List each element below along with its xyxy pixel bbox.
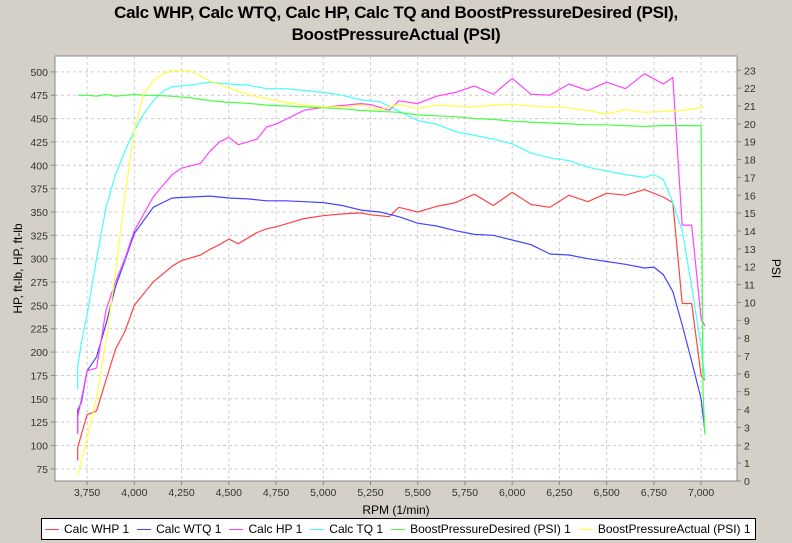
y2-tick-label: 18 bbox=[744, 155, 756, 167]
y2-tick-label: 6 bbox=[744, 369, 750, 381]
legend-label: BoostPressureDesired (PSI) 1 bbox=[410, 522, 571, 536]
x-tick-label: 6,250 bbox=[546, 487, 572, 499]
y2-tick-label: 12 bbox=[744, 262, 756, 274]
legend-item: Calc HP 1 bbox=[229, 522, 302, 536]
chart-title-line-1: Calc WHP, Calc WTQ, Calc HP, Calc TQ and… bbox=[114, 3, 678, 22]
y-tick-label: 250 bbox=[30, 300, 48, 312]
series-line-calc-wtq-1 bbox=[77, 195, 706, 432]
grid-lines bbox=[55, 56, 737, 481]
x-tick-label: 4,500 bbox=[216, 487, 242, 499]
y2-tick-label: 21 bbox=[744, 101, 756, 113]
legend-item: Calc TQ 1 bbox=[310, 522, 383, 536]
y2-tick-label: 10 bbox=[744, 297, 756, 309]
y2-tick-label: 23 bbox=[744, 65, 756, 77]
y-tick-label: 75 bbox=[36, 464, 48, 476]
y-axis-label-left: HP, ft-lb, HP, ft-lb bbox=[11, 223, 25, 314]
y-tick-label: 475 bbox=[30, 90, 48, 102]
y-tick-label: 500 bbox=[30, 67, 48, 79]
chart-title: Calc WHP, Calc WTQ, Calc HP, Calc TQ and… bbox=[0, 2, 792, 46]
y-tick-label: 100 bbox=[30, 441, 48, 453]
y2-tick-label: 7 bbox=[744, 351, 750, 363]
legend-swatch bbox=[45, 528, 59, 530]
legend-label: Calc TQ 1 bbox=[329, 522, 384, 536]
x-tick-label: 6,000 bbox=[499, 487, 525, 499]
y2-tick-label: 9 bbox=[744, 315, 750, 327]
x-tick-label: 4,750 bbox=[263, 487, 289, 499]
y2-tick-label: 14 bbox=[744, 226, 756, 238]
x-tick-label: 3,750 bbox=[74, 487, 100, 499]
series-line-calc-tq-1 bbox=[77, 81, 706, 390]
series-lines bbox=[77, 69, 706, 476]
y2-tick-label: 2 bbox=[744, 440, 750, 452]
y-tick-label: 350 bbox=[30, 207, 48, 219]
y2-tick-label: 8 bbox=[744, 333, 750, 345]
legend: Calc WHP 1 Calc WTQ 1 Calc HP 1 Calc TQ 1 Bo… bbox=[41, 518, 756, 540]
x-tick-label: 5,250 bbox=[357, 487, 383, 499]
legend-item: Calc WHP 1 bbox=[45, 522, 129, 536]
y2-tick-label: 3 bbox=[744, 422, 750, 434]
y2-tick-label: 11 bbox=[744, 280, 755, 292]
x-axis-label: RPM (1/min) bbox=[362, 503, 429, 517]
y-axis-label-right: PSI bbox=[769, 259, 783, 278]
legend-swatch bbox=[391, 528, 406, 530]
y-tick-label: 400 bbox=[30, 160, 48, 172]
legend-item: BoostPressureActual (PSI) 1 bbox=[578, 522, 751, 536]
y2-tick-label: 19 bbox=[744, 137, 756, 149]
series-line-boostpressuredesired-psi-1 bbox=[77, 93, 706, 435]
y2-tick-label: 1 bbox=[744, 458, 750, 470]
legend-swatch bbox=[137, 528, 152, 530]
y-tick-label: 225 bbox=[30, 324, 48, 336]
y-tick-label: 300 bbox=[30, 254, 48, 266]
legend-swatch bbox=[310, 528, 325, 530]
y-tick-label: 125 bbox=[30, 417, 48, 429]
legend-label: Calc HP 1 bbox=[248, 522, 303, 536]
axes: 3,750 4,000 4,250 4,500 4,750 5,000 5,250 5,500… bbox=[30, 56, 756, 499]
y2-tick-label: 16 bbox=[744, 190, 756, 202]
plot-area bbox=[54, 55, 738, 482]
y2-tick-label: 0 bbox=[744, 476, 750, 488]
legend-swatch bbox=[578, 528, 593, 530]
legend-label: Calc WTQ 1 bbox=[156, 522, 222, 536]
y2-tick-label: 13 bbox=[744, 244, 756, 256]
legend-swatch bbox=[229, 528, 244, 530]
chart-title-line-2: BoostPressureActual (PSI) bbox=[291, 25, 501, 44]
series-line-calc-hp-1 bbox=[77, 73, 706, 435]
legend-item: BoostPressureDesired (PSI) 1 bbox=[391, 522, 571, 536]
x-tick-label: 5,750 bbox=[452, 487, 478, 499]
x-tick-label: 5,500 bbox=[405, 487, 431, 499]
y-tick-label: 425 bbox=[30, 137, 48, 149]
y2-tick-label: 4 bbox=[744, 405, 750, 417]
y2-tick-label: 20 bbox=[744, 119, 756, 131]
y-tick-label: 175 bbox=[30, 370, 48, 382]
y-tick-label: 450 bbox=[30, 114, 48, 126]
legend-label: BoostPressureActual (PSI) 1 bbox=[597, 522, 751, 536]
x-tick-label: 6,750 bbox=[641, 487, 667, 499]
series-line-calc-whp-1 bbox=[77, 189, 706, 461]
y2-tick-label: 22 bbox=[744, 83, 756, 95]
y2-tick-label: 15 bbox=[744, 208, 756, 220]
y-tick-label: 150 bbox=[30, 394, 48, 406]
y-tick-label: 325 bbox=[30, 230, 48, 242]
y2-tick-label: 5 bbox=[744, 387, 750, 399]
y2-tick-label: 17 bbox=[744, 172, 756, 184]
series-line-boostpressureactual-psi-1 bbox=[77, 69, 706, 476]
x-tick-label: 5,000 bbox=[310, 487, 336, 499]
y-tick-label: 375 bbox=[30, 184, 48, 196]
x-tick-label: 7,000 bbox=[688, 487, 714, 499]
x-tick-label: 4,250 bbox=[168, 487, 194, 499]
legend-label: Calc WHP 1 bbox=[64, 522, 130, 536]
y-tick-label: 200 bbox=[30, 347, 48, 359]
y-tick-label: 275 bbox=[30, 277, 48, 289]
legend-item: Calc WTQ 1 bbox=[137, 522, 221, 536]
x-tick-label: 6,500 bbox=[594, 487, 620, 499]
x-tick-label: 4,000 bbox=[121, 487, 147, 499]
